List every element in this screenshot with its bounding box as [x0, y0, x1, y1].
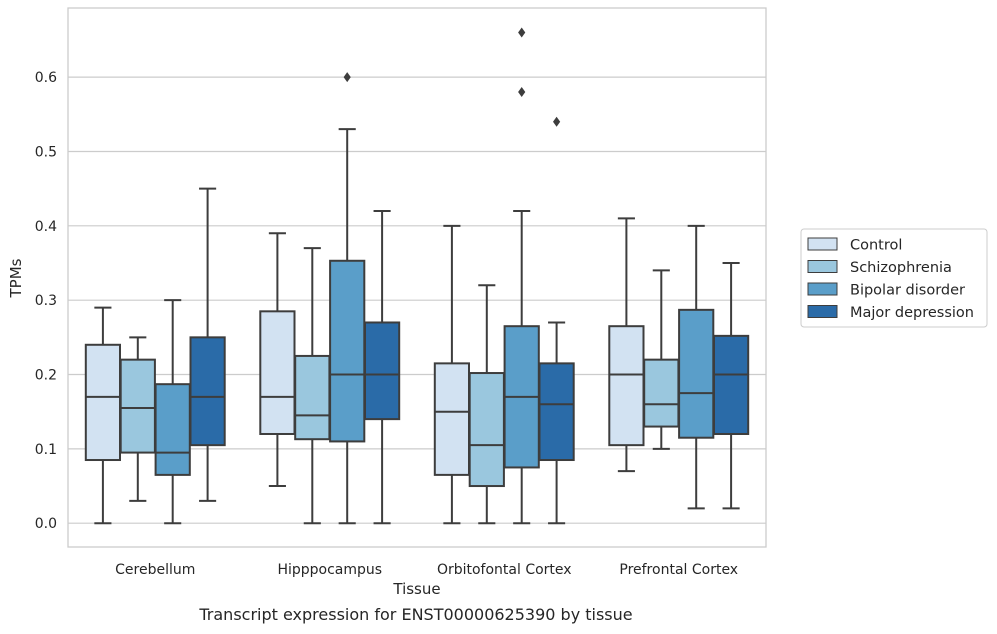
- iqr-box: [154, 383, 191, 476]
- box-group-prefrontal-cortex: [608, 217, 750, 510]
- iqr-box: [643, 358, 680, 428]
- box-control: [433, 224, 471, 525]
- box-schizophrenia: [119, 336, 156, 502]
- iqr-box: [538, 362, 575, 462]
- iqr-box: [468, 372, 505, 488]
- iqr-box: [294, 354, 331, 441]
- box-major-depression: [363, 209, 401, 525]
- box-group-orbitofontal-cortex: [433, 27, 575, 525]
- y-tick-label: 0.1: [35, 442, 57, 458]
- box-control: [84, 306, 122, 525]
- x-axis-ticks: Cerebellum Hipppocampus Orbitofontal Corte…: [115, 562, 738, 578]
- y-tick-label: 0.6: [35, 70, 57, 86]
- y-tick-label: 0.5: [35, 144, 57, 160]
- legend-label: Major depression: [850, 305, 974, 321]
- box-groups: [84, 27, 750, 525]
- iqr-box: [678, 308, 715, 439]
- figure-caption: Transcript expression for ENST0000062539…: [199, 605, 633, 624]
- x-tick-label: Orbitofontal Cortex: [437, 562, 572, 578]
- box-major-depression: [712, 262, 750, 510]
- y-tick-label: 0.2: [35, 368, 57, 384]
- y-axis-label: TPMs: [7, 258, 25, 298]
- box-major-depression: [538, 116, 575, 525]
- outlier-point: [518, 87, 526, 98]
- y-tick-label: 0.4: [35, 219, 57, 235]
- iqr-box: [433, 362, 471, 476]
- iqr-box: [259, 310, 296, 435]
- legend-label: Control: [850, 238, 902, 254]
- y-tick-label: 0.0: [35, 516, 57, 532]
- legend-swatch: [807, 305, 838, 318]
- y-tick-label: 0.3: [35, 293, 57, 309]
- iqr-box: [189, 336, 226, 447]
- legend-label: Schizophrenia: [850, 260, 952, 276]
- iqr-box: [712, 334, 750, 435]
- y-axis-ticks: 0.0 0.1 0.2 0.3 0.4 0.5 0.6: [35, 70, 57, 532]
- iqr-box: [119, 358, 156, 454]
- box-schizophrenia: [294, 247, 331, 525]
- iqr-box: [363, 321, 401, 421]
- box-group-hipppocampus: [259, 72, 401, 525]
- legend-swatch: [807, 282, 838, 296]
- x-tick-label: Cerebellum: [115, 562, 195, 578]
- box-group-cerebellum: [84, 187, 226, 525]
- legend: Control Schizophrenia Bipolar disorder Majo…: [800, 228, 988, 328]
- outlier-point: [343, 72, 351, 83]
- x-tick-label: Hipppocampus: [277, 562, 382, 578]
- box-bipolar-disorder: [154, 299, 191, 525]
- iqr-box: [84, 343, 122, 462]
- box-bipolar-disorder: [329, 72, 366, 525]
- legend-swatch: [807, 237, 838, 251]
- box-schizophrenia: [643, 269, 680, 450]
- box-schizophrenia: [468, 284, 505, 525]
- x-axis-label: Tissue: [392, 580, 440, 598]
- iqr-box: [329, 259, 366, 443]
- outlier-point: [553, 116, 561, 127]
- box-bipolar-disorder: [503, 27, 540, 525]
- legend-swatch: [807, 260, 838, 273]
- outlier-point: [518, 27, 526, 38]
- legend-frame: [800, 228, 988, 328]
- legend-label: Bipolar disorder: [850, 283, 965, 299]
- box-major-depression: [189, 187, 226, 502]
- x-tick-label: Prefrontal Cortex: [619, 562, 738, 578]
- iqr-box: [608, 325, 645, 447]
